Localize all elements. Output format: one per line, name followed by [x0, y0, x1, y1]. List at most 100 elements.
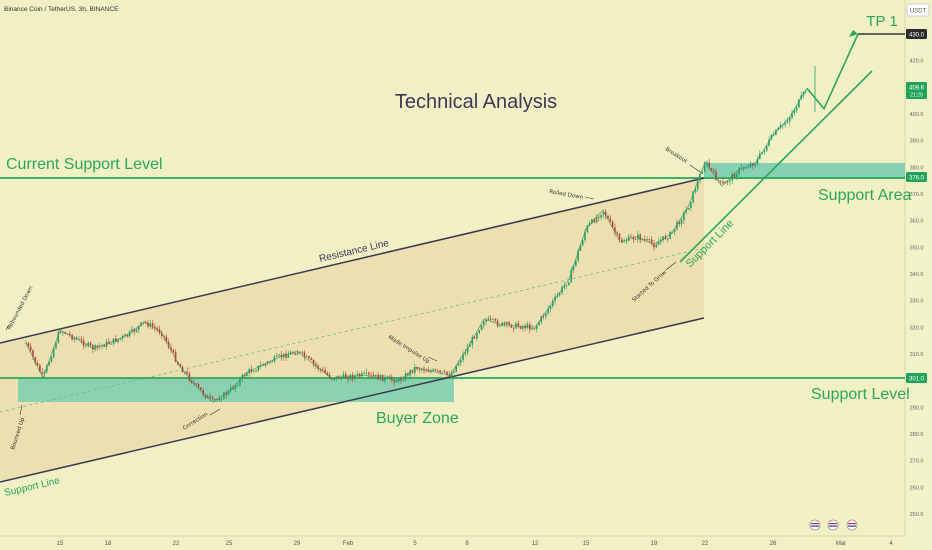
channel-midline	[0, 247, 705, 413]
time-tick-label: 26	[770, 541, 777, 547]
candle-body	[154, 326, 156, 329]
candle-body	[437, 370, 439, 372]
candle-body	[73, 337, 76, 340]
candle-body	[27, 343, 30, 347]
candle-body	[623, 241, 625, 243]
candle-body	[777, 127, 779, 130]
event-icons[interactable]	[809, 519, 858, 531]
currency-badge: USDT	[910, 9, 927, 15]
candle-body	[138, 325, 140, 330]
candle-body	[683, 212, 685, 220]
candle-body	[370, 374, 372, 376]
candle-body	[715, 171, 717, 181]
candle-body	[149, 323, 152, 327]
candle-body	[455, 365, 457, 372]
candle-body	[690, 202, 692, 209]
candle-body	[630, 236, 632, 238]
time-tick-label: 18	[105, 541, 112, 547]
candle-body	[639, 234, 641, 241]
candle-body	[722, 181, 724, 184]
candle-body	[696, 180, 699, 190]
time-tick-label: 22	[702, 541, 709, 547]
candle-body	[59, 332, 62, 334]
candle-body	[618, 233, 621, 240]
candle-body	[110, 343, 112, 345]
resistance-line	[0, 177, 705, 344]
candle-body	[538, 322, 540, 326]
currency-badge-box[interactable]	[906, 3, 930, 17]
candle-body	[397, 378, 400, 382]
rolled-down-arrow	[584, 196, 595, 200]
time-tick-label: 12	[532, 541, 539, 547]
candle-body	[685, 209, 687, 213]
candle-body	[558, 293, 561, 296]
breakout-arrow	[689, 164, 701, 173]
candle-body	[411, 370, 414, 373]
candle-body	[706, 162, 708, 165]
candle-body	[460, 360, 462, 363]
support-level-label: Support Level	[811, 386, 910, 403]
candle-body	[676, 221, 678, 230]
candle-body	[255, 370, 257, 372]
candle-body	[441, 371, 444, 373]
candle-body	[310, 358, 313, 361]
candle-body	[135, 329, 138, 332]
candle-body	[420, 369, 423, 370]
candle-body	[517, 323, 520, 327]
candle-body	[568, 282, 570, 286]
candle-body	[69, 333, 71, 335]
candle-body	[763, 150, 766, 153]
candle-body	[519, 326, 522, 329]
time-tick-label: 29	[294, 541, 301, 547]
candle-body	[561, 287, 563, 294]
candle-body	[450, 372, 453, 378]
candle-body	[174, 351, 177, 362]
candle-body	[308, 356, 310, 359]
candle-body	[552, 300, 554, 306]
support-area-label: Support Area	[818, 187, 912, 204]
candle-body	[627, 236, 630, 241]
candle-body	[747, 167, 750, 169]
candle-body	[299, 351, 301, 353]
candle-body	[87, 342, 89, 346]
candle-body	[305, 356, 308, 358]
candle-body	[34, 356, 37, 364]
candle-body	[391, 376, 393, 380]
candle-body	[89, 342, 92, 346]
candle-body	[533, 328, 536, 329]
candle-body	[78, 338, 80, 340]
candle-body	[572, 265, 575, 270]
candle-body	[733, 174, 736, 178]
candle-body	[55, 342, 57, 349]
candle-body	[52, 348, 55, 358]
candle-body	[427, 370, 430, 373]
candle-body	[239, 378, 241, 386]
candle-body	[349, 374, 352, 380]
candle-body	[386, 376, 388, 378]
candle-body	[798, 99, 800, 108]
candle-body	[644, 239, 646, 240]
candle-body	[575, 260, 577, 266]
candle-body	[409, 370, 411, 376]
candle-body	[315, 363, 317, 366]
candle-body	[466, 346, 469, 353]
candle-body	[625, 240, 628, 242]
candle-body	[604, 211, 607, 217]
current-support-label: Current Support Level	[6, 156, 163, 173]
candle-body	[395, 381, 398, 383]
price-tick-label: 290.0	[910, 405, 924, 411]
candle-body	[294, 353, 296, 355]
time-tick-label: 8	[465, 541, 469, 547]
candle-body	[416, 367, 418, 370]
bounced-up-arrow	[19, 404, 23, 416]
candle-body	[667, 238, 669, 240]
candle-body	[788, 117, 791, 122]
price-tick-label: 320.0	[910, 325, 924, 331]
candle-body	[522, 326, 524, 329]
candle-body	[494, 319, 497, 321]
candle-body	[795, 107, 798, 111]
candle-body	[545, 313, 547, 317]
price-tick-label: 310.0	[910, 352, 924, 358]
candle-body	[345, 374, 347, 379]
